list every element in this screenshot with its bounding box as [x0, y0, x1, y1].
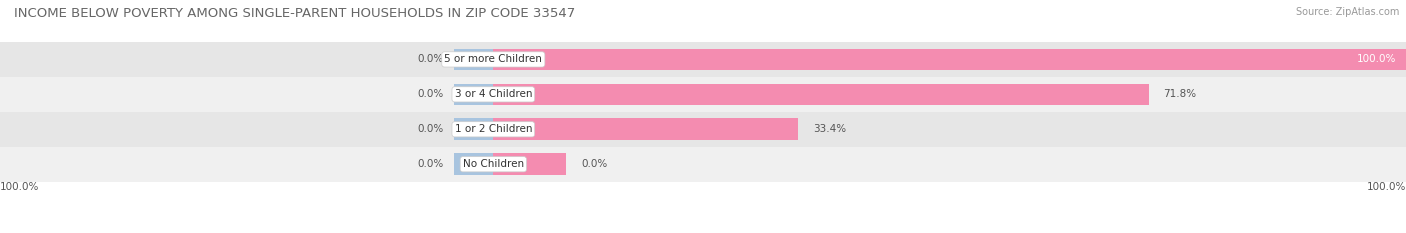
Text: INCOME BELOW POVERTY AMONG SINGLE-PARENT HOUSEHOLDS IN ZIP CODE 33547: INCOME BELOW POVERTY AMONG SINGLE-PARENT… — [14, 7, 575, 20]
Text: 0.0%: 0.0% — [418, 124, 444, 134]
Bar — [0, 112, 1406, 147]
Text: 1 or 2 Children: 1 or 2 Children — [454, 124, 531, 134]
Text: 3 or 4 Children: 3 or 4 Children — [454, 89, 531, 99]
Bar — [0, 147, 1406, 182]
Bar — [494, 118, 799, 140]
Bar — [0, 42, 1406, 77]
Bar — [454, 118, 494, 140]
Bar — [454, 154, 494, 175]
Text: 71.8%: 71.8% — [1163, 89, 1197, 99]
Text: 0.0%: 0.0% — [418, 55, 444, 64]
Bar — [494, 49, 1406, 70]
Bar — [494, 154, 567, 175]
Text: 0.0%: 0.0% — [418, 159, 444, 169]
Text: 100.0%: 100.0% — [1367, 182, 1406, 192]
Text: 100.0%: 100.0% — [0, 182, 39, 192]
Text: 0.0%: 0.0% — [418, 89, 444, 99]
Text: 5 or more Children: 5 or more Children — [444, 55, 543, 64]
Text: 100.0%: 100.0% — [1357, 55, 1396, 64]
Bar — [454, 49, 494, 70]
Bar — [0, 77, 1406, 112]
Bar — [494, 84, 1149, 105]
Text: No Children: No Children — [463, 159, 524, 169]
Text: 33.4%: 33.4% — [813, 124, 846, 134]
Bar — [454, 84, 494, 105]
Text: 0.0%: 0.0% — [581, 159, 607, 169]
Text: Source: ZipAtlas.com: Source: ZipAtlas.com — [1295, 7, 1399, 17]
